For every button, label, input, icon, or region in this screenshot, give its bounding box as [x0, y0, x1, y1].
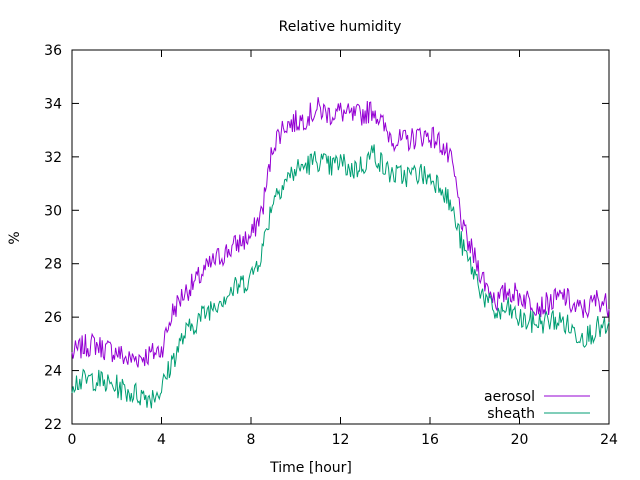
- x-tick-label: 20: [511, 432, 529, 448]
- series-line-aerosol: [71, 97, 610, 368]
- x-tick-label: 16: [421, 432, 439, 448]
- y-tick-label: 36: [44, 43, 62, 59]
- legend-label-sheath: sheath: [487, 406, 535, 422]
- y-tick-label: 34: [44, 96, 62, 112]
- x-tick-label: 4: [157, 432, 166, 448]
- series-line-sheath: [71, 144, 610, 409]
- y-tick-label: 26: [44, 310, 62, 326]
- chart-title: Relative humidity: [279, 19, 402, 35]
- y-axis-label: %: [7, 231, 23, 244]
- x-tick-label: 8: [247, 432, 256, 448]
- x-axis-label: Time [hour]: [269, 460, 352, 476]
- x-tick-label: 12: [332, 432, 350, 448]
- y-tick-label: 32: [44, 150, 62, 166]
- axis-ticks: 0 4 8 12 16 20 24 22 24 26 28 30 32 34 36: [44, 43, 618, 448]
- series-layer: [71, 97, 610, 409]
- x-tick-label: 24: [600, 432, 618, 448]
- y-tick-label: 24: [44, 364, 62, 380]
- y-tick-label: 22: [44, 417, 62, 433]
- y-tick-label: 30: [44, 203, 62, 219]
- x-tick-label: 0: [68, 432, 77, 448]
- legend-label-aerosol: aerosol: [484, 389, 535, 405]
- y-tick-label: 28: [44, 257, 62, 273]
